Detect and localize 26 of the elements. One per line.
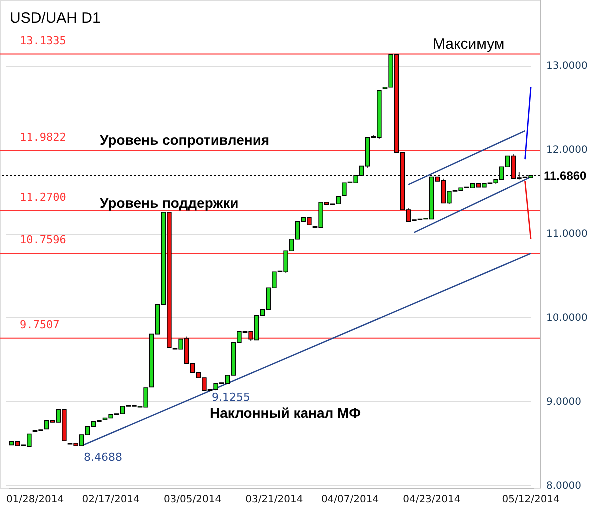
y-tick-label: 10.0000 — [546, 312, 588, 324]
annotation: 9.1255 — [212, 391, 250, 404]
ref-line-label: 11.9822 — [20, 131, 66, 144]
x-tick-label: 05/12/2014 — [502, 494, 560, 506]
annotation: Наклонный канал МФ — [210, 405, 362, 421]
annotation: Максимум — [433, 36, 505, 53]
text: USD/UAH D1 — [10, 10, 101, 27]
y-tick-label: 9.0000 — [546, 396, 582, 408]
y-tick-label: 12.0000 — [546, 145, 588, 156]
x-tick-label: 03/21/2014 — [246, 494, 304, 506]
ref-line-label: 9.7507 — [20, 318, 60, 332]
annotation: Уровень поддержки — [100, 195, 239, 211]
y-tick-label: 13.0000 — [546, 61, 588, 72]
y-tick-label: 8.0000 — [546, 480, 582, 492]
annotation: 8.4688 — [84, 451, 122, 464]
ref-line-label: 10.7596 — [20, 234, 66, 247]
ref-line-label: 13.1335 — [20, 34, 66, 48]
ref-line-label: 11.2700 — [20, 190, 66, 204]
ref-line-label: 11.6860 — [544, 168, 588, 183]
x-tick-label: 03/05/2014 — [164, 494, 222, 506]
x-tick-label: 01/28/2014 — [6, 494, 64, 506]
y-tick-label: 11.0000 — [546, 229, 588, 240]
x-tick-label: 04/07/2014 — [321, 494, 380, 506]
annotation: Уровень сопротивления — [100, 132, 270, 148]
x-tick-label: 02/17/2014 — [82, 494, 140, 506]
x-tick-label: 04/23/2014 — [403, 494, 461, 506]
